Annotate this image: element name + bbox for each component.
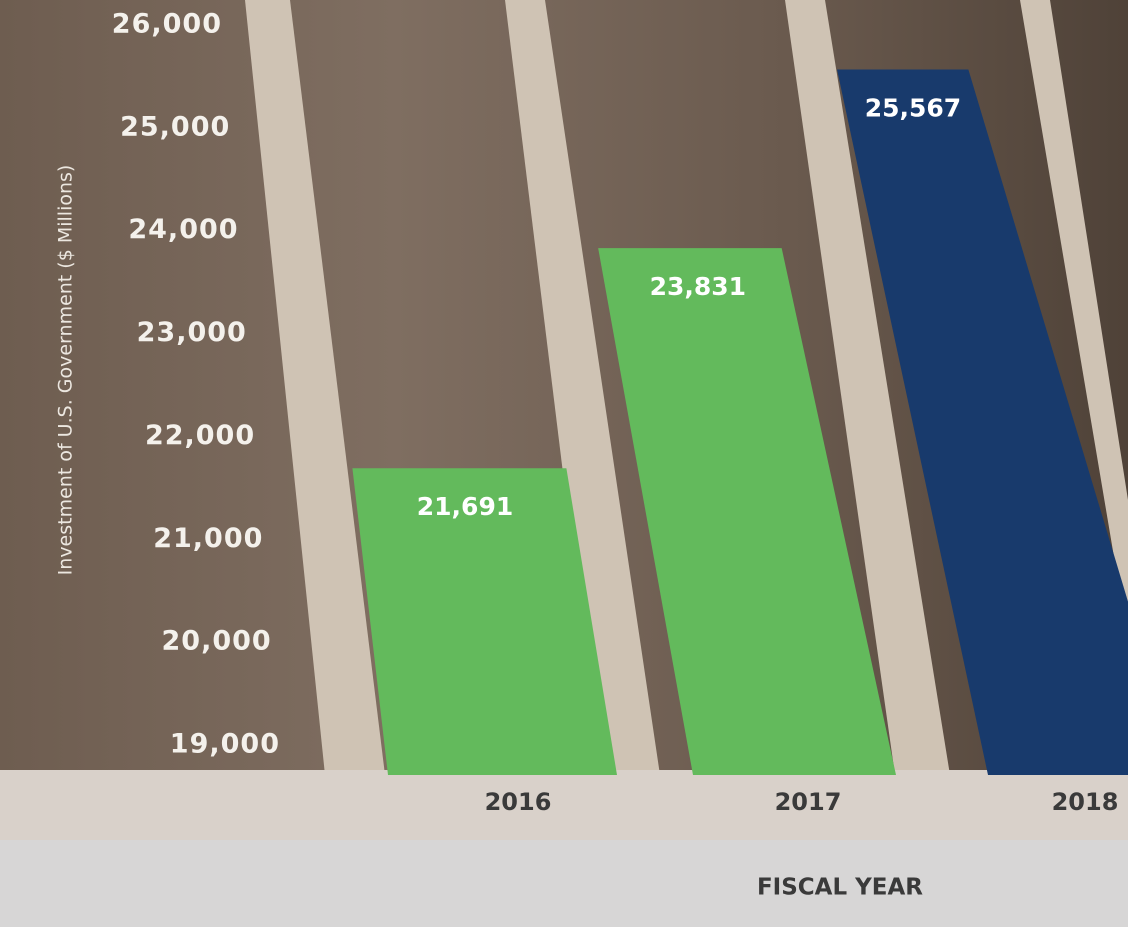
value-label: 25,567 (865, 94, 961, 123)
page: {"chart_data": {"type": "bar", "y_label"… (0, 0, 1128, 927)
footer-band (0, 840, 1128, 927)
y-tick-label: 25,000 (120, 111, 230, 142)
x-tick-label: 2017 (775, 788, 842, 816)
y-tick-label: 21,000 (153, 523, 263, 554)
value-label: 21,691 (417, 492, 513, 521)
x-tick-label: 2016 (485, 788, 552, 816)
floor (0, 770, 1128, 840)
x-tick-label: 2018 (1052, 788, 1119, 816)
value-label: 23,831 (650, 272, 746, 301)
y-tick-label: 19,000 (170, 729, 280, 760)
y-tick-label: 22,000 (145, 420, 255, 451)
chart: Investment of U.S. Government ($ Million… (0, 0, 1128, 927)
x-axis-title: FISCAL YEAR (757, 875, 923, 901)
y-tick-label: 23,000 (137, 317, 247, 348)
y-tick-label: 24,000 (128, 214, 238, 245)
y-tick-label: 26,000 (112, 9, 222, 40)
y-axis-title: Investment of U.S. Government ($ Million… (55, 165, 77, 576)
y-tick-label: 20,000 (162, 626, 272, 657)
